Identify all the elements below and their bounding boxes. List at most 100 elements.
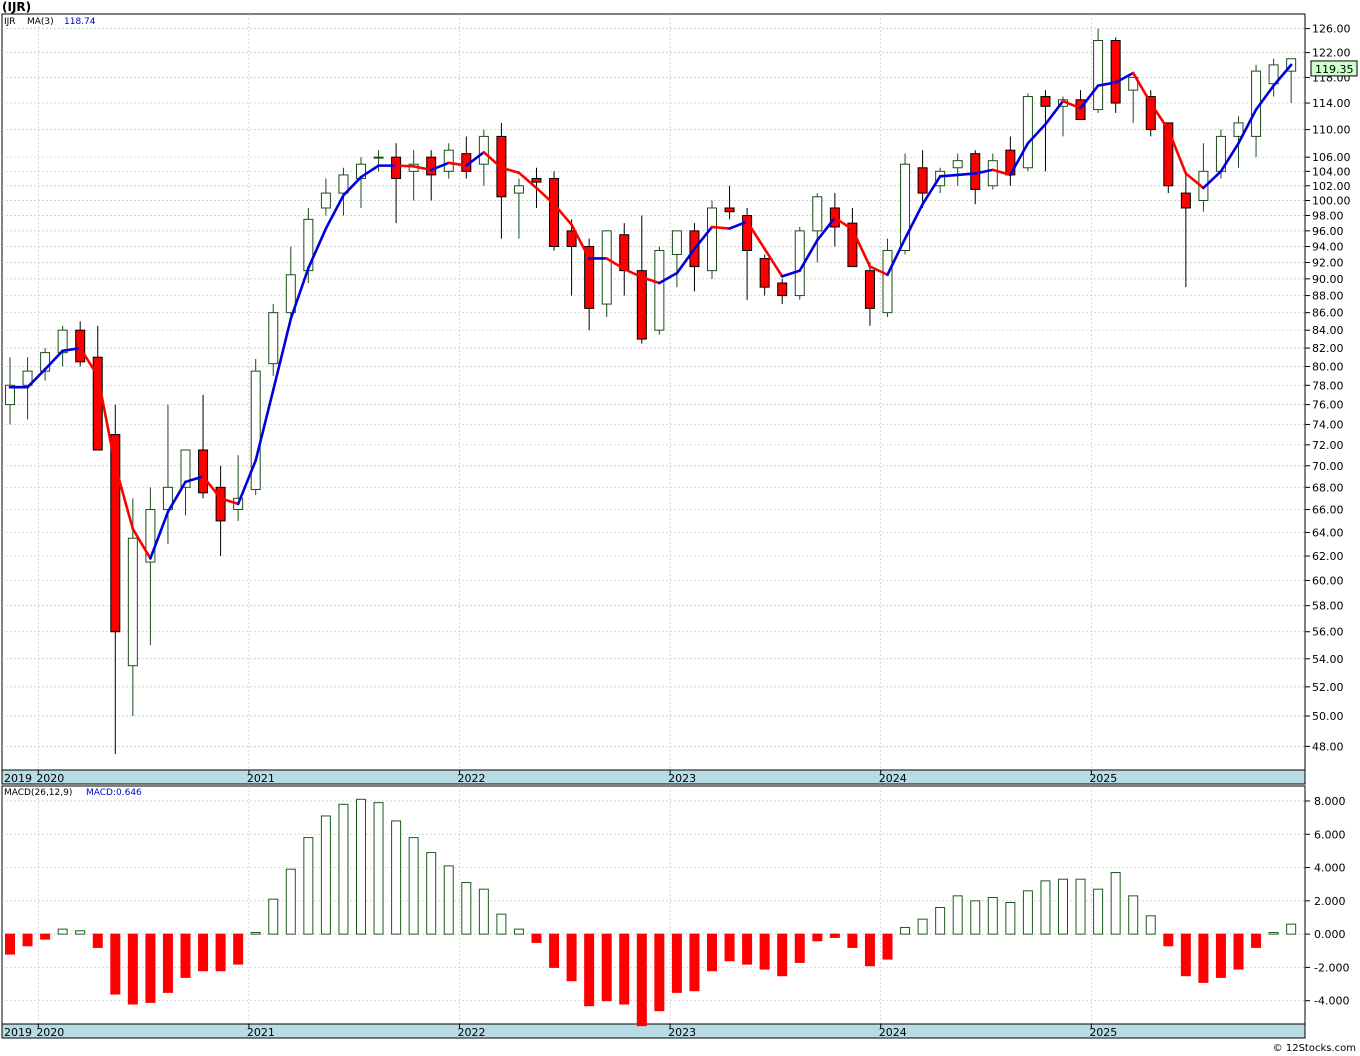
candle-body [777,282,788,297]
price-tick-label: 80.00 [1312,360,1344,373]
candle [1040,90,1051,172]
date-axis-label: 2019 [4,772,32,785]
ma-segment [464,150,486,167]
macd-tick-label: 4.000 [1314,862,1346,875]
candle-body [882,249,893,314]
candle [285,246,296,322]
ma-segment [1254,84,1275,111]
candle-body [601,230,612,305]
candle-body [742,215,753,251]
candle [1128,76,1139,123]
candle [5,357,15,425]
ma-legend-label: MA(3) [27,17,54,27]
price-legend-symbol: IJR [4,17,16,27]
macd-bar [566,933,577,982]
macd-bar [584,933,595,1007]
macd-tick-label: 8.000 [1314,795,1346,808]
ma-segment [254,388,275,462]
candle-body [619,234,630,272]
macd-bar [1215,933,1226,978]
macd-bar [1163,933,1174,947]
ma-segment [956,172,977,177]
ma-segment [184,475,205,484]
macd-bar [829,933,840,938]
macd-bar [987,897,998,935]
macd-bar [549,933,560,968]
ma-segment [1079,84,1100,110]
ma-segment [658,271,679,285]
candle [513,178,524,239]
macd-panel [1,785,1306,1025]
macd-tick-label: 2.000 [1314,895,1346,908]
candle-body [250,370,261,491]
macd-bar [373,802,384,935]
macd-bar [1145,915,1156,935]
ma-segment [640,275,661,285]
price-tick-label: 90.00 [1312,273,1344,286]
macd-bar [952,895,963,935]
price-tick-label: 126.00 [1312,23,1351,36]
candle-body [320,192,331,209]
macd-bar [759,933,770,970]
candle-body [268,312,279,365]
candle [759,254,770,296]
ma-segment [851,228,872,268]
ma-segment [219,497,240,506]
macd-bar [935,906,946,935]
ma-segment [675,247,696,275]
candle [40,348,51,381]
candle [1075,90,1086,121]
ma-segment [166,480,187,514]
price-tick-label: 100.00 [1312,195,1351,208]
ma-segment [114,464,135,531]
macd-bar [917,918,928,935]
macd-legend-label: MACD(26,12,9) [4,788,72,798]
date-axis-label: 2022 [458,1026,486,1039]
macd-bar [1128,895,1139,935]
price-tick-label: 78.00 [1312,379,1344,392]
candle-body [952,160,963,169]
candle-body [566,230,577,248]
macd-bar [636,933,647,1027]
candle [724,185,735,220]
ma-segment [482,150,503,170]
macd-bar [1022,890,1033,935]
ma-segment [815,216,837,242]
candle [707,200,717,279]
candle-body [145,509,156,563]
ma-segment [886,237,907,277]
macd-bar [513,928,524,935]
candle [373,150,384,172]
candle [1110,37,1121,113]
candle [391,143,402,224]
macd-bar [22,933,33,947]
price-tick-label: 62.00 [1312,550,1344,563]
candle [882,238,893,318]
macd-bar [303,837,314,935]
candle [549,171,560,251]
candle [847,207,858,268]
candle [864,262,875,326]
candle-body [724,207,735,213]
ma-segment [1272,63,1293,87]
candle [619,223,630,296]
ma-segment [1026,122,1047,145]
candle-body [22,370,33,386]
candle [250,359,261,496]
last-price-label: 119.35 [1315,63,1354,76]
macd-bar [794,933,805,963]
price-tick-label: 92.00 [1312,257,1344,270]
date-axis-band [1,769,1306,785]
candle-body [1075,99,1086,121]
macd-bar [1251,933,1262,948]
candle [812,193,823,263]
price-tick-label: 48.00 [1312,740,1344,753]
price-panel [1,13,1306,771]
price-tick-label: 104.00 [1312,165,1351,178]
candle-body [5,384,15,406]
price-tick-label: 98.00 [1312,210,1344,223]
candle-body [127,537,138,667]
price-tick-label: 52.00 [1312,681,1344,694]
ma-segment [535,186,556,206]
candle-body [531,178,542,183]
